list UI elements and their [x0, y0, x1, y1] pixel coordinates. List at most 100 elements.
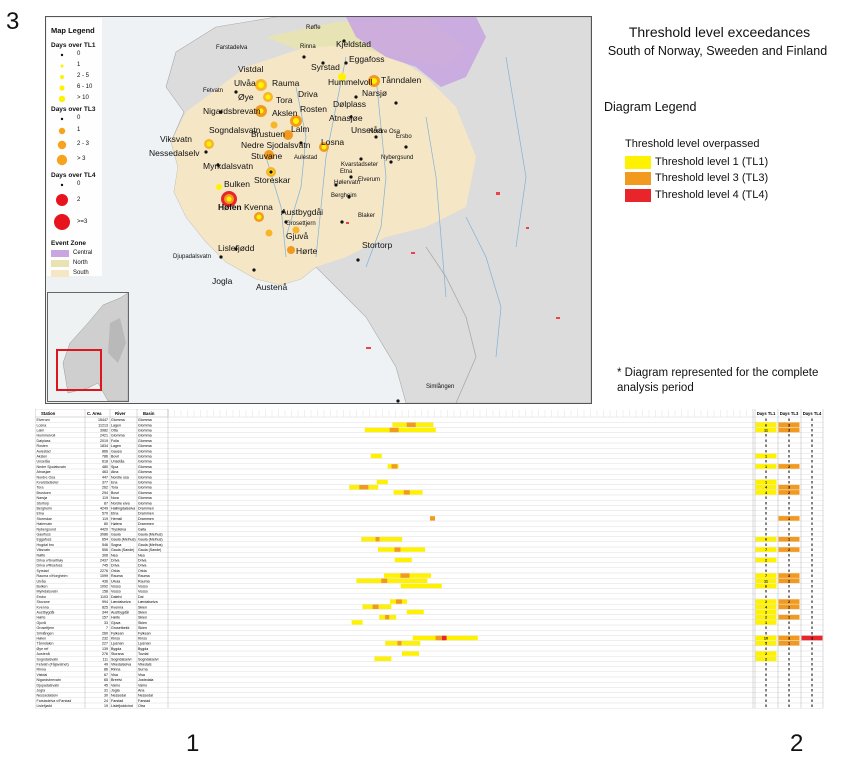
place-label: Nigardsbrevatn	[203, 106, 261, 116]
table-row: Sogndalsvatn 111 Sogndalselvi Sogndalselvi 2…	[37, 656, 813, 661]
area-cell: 4249	[100, 507, 108, 511]
table-row: Rauma v/Horgheim 1099 Rauma Rauma 7 3 0	[37, 573, 813, 578]
tl3-exceedance-bar	[372, 604, 379, 609]
place-label: Storeskar	[254, 175, 291, 185]
tl3-exceedance-bar	[395, 599, 402, 604]
days-cell: 0	[811, 470, 813, 474]
station-cell: Stuvane	[37, 600, 50, 604]
tl1-exceedance-bar	[402, 651, 419, 656]
note-line-1: * Diagram represented for the complete	[617, 367, 819, 379]
basin-cell: Ana	[138, 689, 144, 693]
basin-cell: Gaula (Melhus)	[138, 538, 163, 542]
station-cell: Nedre Sjodalsvatn	[37, 465, 66, 469]
area-cell: 344	[102, 611, 108, 615]
area-cell: 65	[104, 678, 108, 682]
basin-cell: Drammen	[138, 512, 154, 516]
place-label: Nordre Osa	[369, 129, 401, 135]
place-label: Blaker	[358, 213, 376, 219]
station-cell: Driva v/Svarthøy	[37, 559, 64, 563]
river-cell: Gaula	[111, 533, 121, 537]
days-cell: 1	[788, 642, 790, 646]
basin-cell: Drammen	[138, 507, 154, 511]
days-cell-fill	[778, 516, 800, 521]
map-view[interactable]: Røffe Rinna Kjeldstad Farstadelva Syrsta…	[45, 16, 592, 404]
place-label: Kvenna	[244, 202, 273, 212]
days-cell: 0	[811, 704, 813, 708]
tl4-exceedance-bar	[442, 635, 447, 641]
table-row: Farstadelva v/Farstad 24 Farstad Farstad 0 0 0	[37, 699, 814, 703]
table-row: Viksvatn 506 Gaula (Sande) Gaula (Sande) 7 2 0	[37, 547, 813, 552]
river-cell: Otta	[111, 429, 118, 433]
days-cell: 6	[765, 585, 767, 589]
station-cell: Nessedalselv	[37, 694, 59, 698]
days-cell: 0	[811, 673, 813, 677]
area-cell: 447	[102, 475, 108, 479]
days-cell-fill	[778, 573, 800, 578]
basin-cell: Jostedala	[138, 678, 153, 682]
tl3-exceedance-bar	[381, 578, 388, 583]
basin-cell: Glomma	[138, 449, 152, 453]
place-label: Hølervatn	[334, 180, 361, 186]
tl1-legend-label: 1	[77, 62, 81, 68]
table-row: Grosettjern 7 Grosetbekk Skien 0 0 0	[37, 626, 814, 630]
basin-cell: Gaula (Melhus)	[138, 533, 163, 537]
table-row: Unsetåa 618 Unsetåa Glomma 0 0 0	[37, 460, 814, 464]
place-label: Stuvane	[251, 151, 283, 161]
days-cell: 0	[811, 548, 813, 552]
station-cell: Hummelvoll	[37, 434, 56, 438]
area-cell: 570	[102, 512, 108, 516]
days-cell: 0	[811, 621, 813, 625]
days-cell: 0	[788, 631, 790, 635]
station-cell: Driva v/Risefoss	[37, 564, 63, 568]
table-row: Narsjø 119 Nora Glomma 0 0 0	[37, 496, 814, 500]
days-cell: 0	[788, 470, 790, 474]
area-cell: 33	[104, 621, 108, 625]
area-cell: 30	[104, 694, 108, 698]
table-row: Aulestad 866 Gausa Glomma 0 0 0	[37, 449, 814, 453]
station-cell: Røffe	[37, 553, 46, 557]
tl3-legend-label: 1	[77, 127, 81, 133]
column-header: Days TL4	[803, 411, 822, 416]
place-label: Rinna	[300, 44, 316, 50]
days-cell: 0	[788, 460, 790, 464]
tl3-exceedance-bar	[375, 537, 380, 542]
tl3-legend-label: 2 - 3	[77, 141, 90, 147]
basin-cell: Glomma	[138, 481, 152, 485]
days-cell: 0	[811, 611, 813, 615]
table-row: Simlången 260 Fylkean Fylkean 0 0 0	[37, 631, 814, 635]
table-row: Rosten 1834 Lagen Glomma 0 0 0	[37, 444, 814, 448]
days-cell: 11	[764, 579, 768, 583]
place-label: Kvarstadseter	[341, 162, 379, 168]
days-cell: 0	[765, 689, 767, 693]
days-cell: 0	[811, 522, 813, 526]
table-row: Storeskar 119 Hemsil Drammen 0 1 0	[37, 516, 813, 521]
days-cell: 0	[811, 668, 813, 672]
days-cell: 0	[765, 418, 767, 422]
station-cell: Nigardsbrevatn	[37, 678, 61, 682]
place-label: Syrstad	[311, 62, 340, 72]
basin-cell: Vosso	[138, 590, 148, 594]
area-cell: 1834	[100, 444, 108, 448]
basin-cell: Skien	[138, 626, 147, 630]
tl1-exceedance-bar	[356, 578, 428, 583]
days-cell: 0	[811, 564, 813, 568]
place-label: Grosettjern	[286, 221, 316, 227]
station-cell: Bulken	[37, 585, 48, 589]
tl3-legend-symbols	[56, 117, 68, 166]
basin-cell: Glomma	[138, 470, 152, 474]
days-cell: 0	[811, 533, 813, 537]
river-cell: Atna	[111, 470, 118, 474]
station-cell: Myrkdalsvatn	[37, 590, 58, 594]
place-label: Eggafoss	[349, 54, 385, 64]
area-cell: 119	[102, 496, 108, 500]
days-cell: 0	[765, 501, 767, 505]
river-cell: Gaula (Sande)	[111, 548, 134, 552]
area-cell: 139	[102, 647, 108, 651]
days-cell: 0	[811, 647, 813, 651]
basin-cell: Glomma	[138, 455, 152, 459]
days-cell-fill	[755, 609, 777, 615]
days-cell: 0	[788, 673, 790, 677]
legend-swatch	[625, 172, 651, 185]
place-label: Rauma	[272, 78, 300, 88]
place-label: Hummelvoll	[328, 77, 373, 87]
